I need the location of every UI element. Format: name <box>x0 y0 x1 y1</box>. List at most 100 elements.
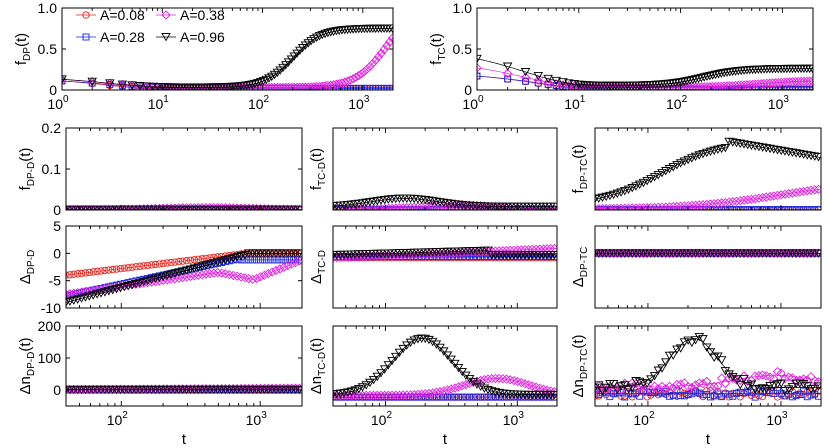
marker-a038 <box>413 202 423 210</box>
marker-a038 <box>694 200 704 210</box>
y-label-main: f <box>17 185 34 190</box>
marker-a038 <box>653 202 663 210</box>
x-tick-base: 10 <box>766 412 782 428</box>
marker-a038 <box>795 375 805 385</box>
marker-a038 <box>275 383 285 393</box>
marker-a038 <box>802 186 812 196</box>
marker-a096 <box>446 355 456 365</box>
marker-a096 <box>623 385 634 394</box>
x-tick-base: 10 <box>148 96 164 112</box>
marker-a038 <box>743 195 753 205</box>
marker-a096 <box>252 79 263 88</box>
axes-frame <box>65 325 303 407</box>
marker-a028 <box>344 393 352 401</box>
marker-a038 <box>543 77 553 87</box>
marker-a096 <box>769 145 779 154</box>
marker-a008 <box>116 264 125 273</box>
marker-a038 <box>88 285 98 296</box>
x-tick-label: 101 <box>148 94 170 112</box>
marker-a096 <box>701 343 712 352</box>
marker-a038 <box>731 196 742 206</box>
marker-a096 <box>690 336 701 345</box>
marker-a096 <box>620 187 630 196</box>
marker-a096 <box>668 351 678 360</box>
marker-a096 <box>716 69 727 78</box>
marker-a096 <box>813 382 821 391</box>
marker-a038 <box>661 384 671 394</box>
axes-frame <box>332 127 558 211</box>
marker-a008 <box>120 264 128 272</box>
marker-a038 <box>294 256 302 266</box>
marker-a096 <box>627 383 638 392</box>
x-tick-label: 103 <box>768 94 790 112</box>
y-label-suffix: (t) <box>17 148 34 162</box>
marker-a096 <box>244 81 255 90</box>
marker-a038 <box>746 194 757 204</box>
marker-a038 <box>608 203 619 210</box>
marker-a096 <box>549 390 557 400</box>
marker-a096 <box>383 361 394 370</box>
marker-a038 <box>409 202 419 210</box>
marker-a096 <box>649 173 660 182</box>
x-tick-exp: 3 <box>783 94 789 105</box>
y-axis-label: ΔDP-D <box>17 250 37 284</box>
marker-a096 <box>468 377 479 387</box>
marker-a096 <box>806 151 816 161</box>
marker-a096 <box>479 384 490 393</box>
marker-a038 <box>694 378 704 388</box>
marker-a028 <box>388 393 396 401</box>
marker-a028 <box>811 390 819 398</box>
marker-a008 <box>147 261 156 269</box>
marker-a096 <box>551 76 561 86</box>
marker-a038 <box>616 203 626 210</box>
marker-a038 <box>154 203 164 210</box>
marker-a096 <box>776 146 787 156</box>
marker-a038 <box>735 196 745 206</box>
marker-a028 <box>595 391 603 399</box>
series-a096 <box>333 246 557 260</box>
marker-a038 <box>387 33 393 43</box>
marker-a038 <box>205 269 215 279</box>
marker-a038 <box>690 200 701 210</box>
marker-a096 <box>698 335 708 344</box>
marker-a038 <box>387 250 397 260</box>
y-label-main: Δ <box>17 274 34 284</box>
marker-a038 <box>535 204 545 210</box>
marker-a028 <box>703 391 711 399</box>
y-label-sub: DP-D <box>26 162 37 186</box>
y-axis-label: fDP(t) <box>13 33 33 65</box>
marker-a038 <box>631 379 641 389</box>
marker-a096 <box>420 196 431 205</box>
marker-a096 <box>240 250 250 260</box>
marker-a038 <box>717 373 727 383</box>
marker-a038 <box>769 191 779 201</box>
series-a096 <box>477 54 813 90</box>
x-tick-exp: 3 <box>518 410 524 421</box>
marker-a096 <box>623 185 634 194</box>
marker-a028 <box>699 391 707 399</box>
x-tick-label: 102 <box>371 410 393 428</box>
marker-a028 <box>469 393 477 401</box>
series-a028 <box>595 386 821 401</box>
marker-a038 <box>527 204 537 210</box>
marker-a096 <box>719 69 729 78</box>
marker-a038 <box>394 203 405 210</box>
marker-a096 <box>787 148 798 158</box>
legend-item-a038: A=0.38 <box>156 7 225 23</box>
y-tick-label: -10 <box>41 300 61 316</box>
marker-a096 <box>379 365 390 374</box>
marker-a096 <box>520 68 531 77</box>
marker-a096 <box>424 335 434 345</box>
marker-a038 <box>516 245 526 255</box>
x-tick-exp: 1 <box>580 94 586 105</box>
marker-a038 <box>197 270 207 280</box>
marker-a096 <box>731 375 742 384</box>
marker-a038 <box>271 265 281 276</box>
x-tick-base: 10 <box>462 96 478 112</box>
marker-a028 <box>370 393 378 401</box>
marker-a038 <box>483 374 493 384</box>
marker-a038 <box>402 390 412 400</box>
y-label-suffix: (t) <box>308 338 325 352</box>
marker-a096 <box>705 71 715 81</box>
marker-a008 <box>66 271 70 279</box>
